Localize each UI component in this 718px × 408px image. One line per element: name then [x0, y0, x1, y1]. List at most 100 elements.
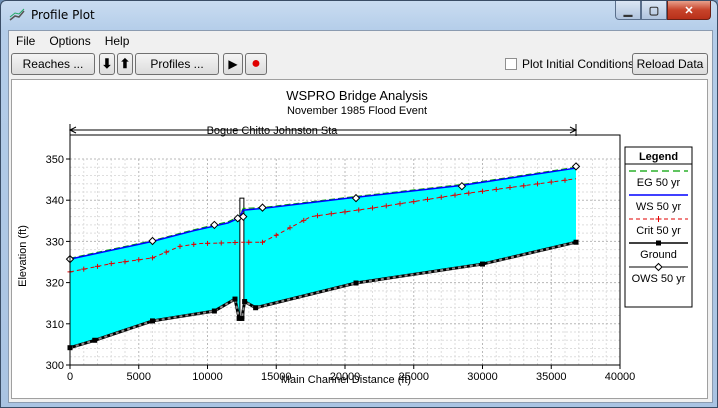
y-tick-label: 310 — [46, 319, 64, 331]
ground-marker — [211, 308, 217, 314]
x-tick-label: 15000 — [261, 371, 292, 383]
crit-marker — [315, 213, 320, 219]
ground-marker — [232, 296, 238, 302]
reaches-button[interactable]: Reaches ... — [11, 53, 95, 75]
legend-item-label: EG 50 yr — [637, 177, 681, 189]
y-tick-label: 350 — [46, 154, 64, 166]
ows-marker — [148, 236, 157, 246]
crit-marker — [232, 239, 238, 245]
reach-label: Bogue Chitto Johnston Sta — [207, 125, 339, 137]
down-arrow-icon: ⬇ — [101, 56, 113, 71]
x-tick-label: 40000 — [605, 371, 636, 383]
title-bar[interactable]: Profile Plot ▁ ▢ ✕ — [1, 1, 717, 29]
ground-marker — [480, 261, 485, 267]
window-title: Profile Plot — [31, 8, 95, 22]
x-tick-label: 5000 — [127, 371, 151, 383]
crit-marker — [438, 194, 444, 200]
x-axis-label: Main Channel Distance (ft) — [281, 374, 411, 386]
ground-marker — [92, 337, 98, 343]
plot-initial-conditions-checkbox[interactable] — [505, 58, 517, 70]
ground-marker — [239, 315, 245, 321]
crit-marker — [562, 177, 568, 183]
menu-file[interactable]: File — [9, 31, 42, 51]
ws-line — [69, 167, 577, 260]
move-down-button[interactable]: ⬇ — [99, 53, 115, 75]
profiles-button[interactable]: Profiles ... — [135, 53, 219, 75]
x-tick-label: 25000 — [398, 371, 429, 383]
move-up-button[interactable]: ⬆ — [117, 53, 133, 75]
y-axis-label: Elevation (ft) — [17, 225, 29, 287]
chart-title: WSPRO Bridge Analysis — [286, 88, 428, 103]
crit-marker — [493, 186, 499, 192]
minimize-button[interactable]: ▁ — [615, 1, 641, 20]
crit-marker — [370, 205, 375, 211]
crit-marker — [177, 243, 183, 249]
legend-item-label: Ground — [640, 249, 677, 261]
ground-marker — [353, 280, 359, 286]
crit-marker — [287, 225, 293, 231]
legend-item-label: WS 50 yr — [636, 201, 682, 213]
record-button[interactable]: ● — [245, 53, 267, 75]
ows-marker — [258, 203, 267, 212]
crit-marker — [480, 188, 485, 194]
crit-marker — [521, 183, 527, 189]
crit-marker — [411, 199, 417, 205]
crit-marker — [273, 232, 279, 238]
menu-bar: File Options Help — [9, 31, 712, 51]
crit-marker — [397, 201, 403, 207]
water-surface-fill — [70, 168, 576, 348]
crit-marker — [246, 239, 252, 245]
toolbar: Reaches ... ⬇ ⬆ Profiles ... ▶ ● Plot In… — [9, 53, 712, 77]
crit-marker — [218, 240, 224, 246]
ground-marker — [242, 299, 248, 305]
ows-marker — [571, 162, 581, 171]
crit-marker — [95, 263, 100, 269]
play-icon: ▶ — [228, 57, 238, 71]
menu-help[interactable]: Help — [98, 31, 137, 51]
crit-marker — [425, 196, 430, 202]
crit-marker — [301, 217, 307, 223]
chart-subtitle: November 1985 Flood Event — [287, 105, 427, 117]
crit-marker — [191, 241, 197, 247]
record-icon: ● — [251, 55, 261, 72]
crit-line — [69, 178, 577, 273]
crit-marker — [452, 192, 458, 198]
x-tick-label: 20000 — [330, 371, 361, 383]
reload-data-button[interactable]: Reload Data — [632, 53, 708, 75]
crit-marker — [548, 179, 554, 185]
legend-item-label: Crit 50 yr — [636, 225, 681, 237]
minimize-icon: ▁ — [623, 4, 633, 17]
legend-ows-marker — [654, 262, 663, 272]
ground-marker — [573, 239, 579, 245]
crit-marker — [150, 255, 155, 261]
ows-marker — [351, 193, 361, 203]
profile-plot-area[interactable]: WSPRO Bridge Analysis November 1985 Floo… — [11, 79, 708, 399]
crit-marker — [108, 261, 114, 267]
up-arrow-icon: ⬆ — [119, 56, 131, 71]
crit-marker — [356, 207, 362, 213]
close-icon: ✕ — [684, 4, 694, 17]
menu-file-label: File — [16, 34, 36, 48]
legend-ground-marker — [656, 240, 661, 246]
x-tick-label: 30000 — [467, 371, 498, 383]
crit-marker — [342, 209, 348, 215]
ground-marker — [236, 315, 242, 321]
crit-marker — [136, 257, 142, 263]
crit-marker — [260, 239, 265, 245]
maximize-button[interactable]: ▢ — [641, 1, 667, 20]
crit-marker — [383, 203, 389, 209]
close-button[interactable]: ✕ — [667, 1, 711, 20]
y-tick-label: 320 — [46, 278, 64, 290]
y-tick-label: 330 — [46, 236, 64, 248]
plot-initial-conditions-label: Plot Initial Conditions — [522, 57, 635, 71]
crit-marker — [81, 266, 87, 272]
menu-help-label: Help — [104, 34, 130, 48]
play-button[interactable]: ▶ — [223, 53, 243, 75]
menu-options[interactable]: Options — [42, 31, 97, 51]
profile-chart: WSPRO Bridge Analysis November 1985 Floo… — [17, 88, 693, 386]
crit-marker — [205, 240, 210, 246]
legend-crit-marker — [655, 216, 662, 222]
crit-marker — [163, 249, 169, 255]
crit-marker — [507, 185, 513, 191]
